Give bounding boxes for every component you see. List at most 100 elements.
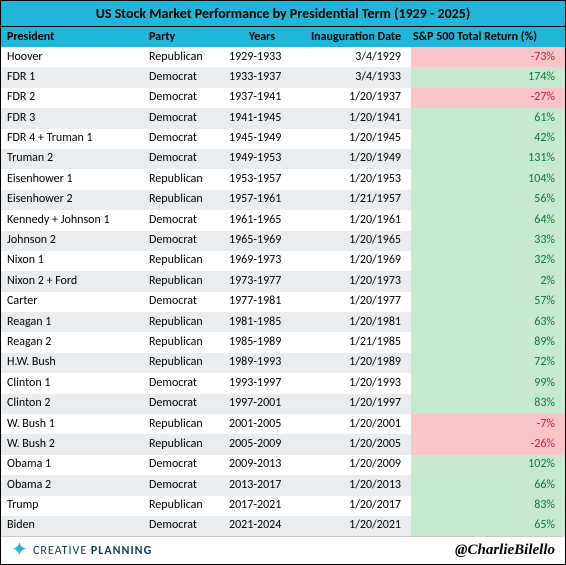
col-president-cell: W. Bush 1 [1, 414, 143, 434]
col-party-cell: Democrat [143, 149, 223, 169]
col-years-cell: 1949-1953 [223, 149, 301, 169]
col-president-cell: Hoover [1, 47, 143, 67]
col-inaug-cell: 1/20/1953 [301, 169, 411, 189]
col-party-cell: Republican [143, 169, 223, 189]
col-party-cell: Democrat [143, 67, 223, 87]
table-row: FDR 2Democrat1937-19411/20/1937-27% [1, 88, 565, 108]
col-years-cell: 1929-1933 [223, 47, 301, 67]
col-years-cell: 1957-1961 [223, 190, 301, 210]
col-party-cell: Republican [143, 353, 223, 373]
table-row: W. Bush 1Republican2001-20051/20/2001-7% [1, 414, 565, 434]
table-row: Clinton 1Democrat1993-19971/20/199399% [1, 373, 565, 393]
table-row: TrumpRepublican2017-20211/20/201783% [1, 496, 565, 516]
col-years-cell: 1985-1989 [223, 332, 301, 352]
col-president-cell: FDR 4 + Truman 1 [1, 129, 143, 149]
col-inaug-cell: 1/20/1945 [301, 129, 411, 149]
performance-table: President Party Years Inauguration Date … [1, 27, 565, 536]
table-row: FDR 1Democrat1933-19373/4/1933174% [1, 67, 565, 87]
table-row: CarterDemocrat1977-19811/20/197757% [1, 292, 565, 312]
col-inaug-cell: 1/20/1965 [301, 231, 411, 251]
brand-logo: ✦ CREATIVE PLANNING [11, 543, 152, 559]
col-return-cell: 66% [411, 475, 565, 495]
col-inaug-cell: 1/20/1989 [301, 353, 411, 373]
col-party-cell: Democrat [143, 373, 223, 393]
table-row: Truman 2Democrat1949-19531/20/1949131% [1, 149, 565, 169]
col-years-cell: 2009-2013 [223, 455, 301, 475]
col-return-cell: 72% [411, 353, 565, 373]
col-inaug-cell: 1/20/1981 [301, 312, 411, 332]
col-inaug-cell: 1/20/2013 [301, 475, 411, 495]
col-president-cell: Truman 2 [1, 149, 143, 169]
col-party-cell: Democrat [143, 231, 223, 251]
col-return: S&P 500 Total Return (%) [411, 27, 565, 47]
col-president-cell: Obama 1 [1, 455, 143, 475]
col-years-cell: 1953-1957 [223, 169, 301, 189]
col-years-cell: 1993-1997 [223, 373, 301, 393]
col-return-cell: 57% [411, 292, 565, 312]
table-row: H.W. BushRepublican1989-19931/20/198972% [1, 353, 565, 373]
col-party-cell: Republican [143, 251, 223, 271]
col-return-cell: 65% [411, 516, 565, 536]
col-inaug-cell: 3/4/1933 [301, 67, 411, 87]
col-inaug-cell: 1/20/2005 [301, 434, 411, 454]
col-inaug-cell: 1/20/2009 [301, 455, 411, 475]
col-years-cell: 1977-1981 [223, 292, 301, 312]
col-return-cell: -27% [411, 88, 565, 108]
table-body: HooverRepublican1929-19333/4/1929-73%FDR… [1, 47, 565, 536]
table-row: Johnson 2Democrat1965-19691/20/196533% [1, 231, 565, 251]
page-title: US Stock Market Performance by President… [1, 1, 565, 27]
table-row: Nixon 1Republican1969-19731/20/196932% [1, 251, 565, 271]
col-president-cell: Johnson 2 [1, 231, 143, 251]
col-inaug-cell: 1/20/1949 [301, 149, 411, 169]
col-years-cell: 1965-1969 [223, 231, 301, 251]
col-return-cell: 131% [411, 149, 565, 169]
col-return-cell: 61% [411, 108, 565, 128]
col-return-cell: 2% [411, 271, 565, 291]
table-row: BidenDemocrat2021-20241/20/202165% [1, 516, 565, 536]
col-president-cell: W. Bush 2 [1, 434, 143, 454]
col-party: Party [143, 27, 223, 47]
col-return-cell: 83% [411, 394, 565, 414]
col-president-cell: Biden [1, 516, 143, 536]
col-party-cell: Republican [143, 190, 223, 210]
col-years-cell: 1945-1949 [223, 129, 301, 149]
col-president-cell: FDR 2 [1, 88, 143, 108]
table-row: HooverRepublican1929-19333/4/1929-73% [1, 47, 565, 67]
col-return-cell: -7% [411, 414, 565, 434]
table-row: Reagan 2Republican1985-19891/21/198589% [1, 332, 565, 352]
col-return-cell: 99% [411, 373, 565, 393]
col-inaug-cell: 1/20/1993 [301, 373, 411, 393]
col-president-cell: Carter [1, 292, 143, 312]
col-president-cell: Reagan 1 [1, 312, 143, 332]
col-inaug-cell: 1/20/2017 [301, 496, 411, 516]
col-president-cell: Reagan 2 [1, 332, 143, 352]
col-party-cell: Democrat [143, 108, 223, 128]
col-president: President [1, 27, 143, 47]
col-party-cell: Democrat [143, 516, 223, 536]
col-president-cell: FDR 1 [1, 67, 143, 87]
col-party-cell: Republican [143, 414, 223, 434]
col-inaug-cell: 1/20/1977 [301, 292, 411, 312]
col-president-cell: Eisenhower 2 [1, 190, 143, 210]
col-return-cell: 56% [411, 190, 565, 210]
col-inauguration: Inauguration Date [301, 27, 411, 47]
table-row: Obama 1Democrat2009-20131/20/2009102% [1, 455, 565, 475]
col-return-cell: 64% [411, 210, 565, 230]
col-party-cell: Republican [143, 271, 223, 291]
footer: ✦ CREATIVE PLANNING @CharlieBilello [1, 536, 565, 564]
col-return-cell: 89% [411, 332, 565, 352]
col-years-cell: 2021-2024 [223, 516, 301, 536]
col-inaug-cell: 1/21/1985 [301, 332, 411, 352]
table-row: FDR 4 + Truman 1Democrat1945-19491/20/19… [1, 129, 565, 149]
col-years-cell: 1981-1985 [223, 312, 301, 332]
col-president-cell: Clinton 2 [1, 394, 143, 414]
table-row: Nixon 2 + FordRepublican1973-19771/20/19… [1, 271, 565, 291]
col-return-cell: 63% [411, 312, 565, 332]
col-inaug-cell: 1/20/1961 [301, 210, 411, 230]
col-inaug-cell: 1/20/1969 [301, 251, 411, 271]
col-years-cell: 1997-2001 [223, 394, 301, 414]
col-years-cell: 1941-1945 [223, 108, 301, 128]
col-return-cell: 104% [411, 169, 565, 189]
table-row: W. Bush 2Republican2005-20091/20/2005-26… [1, 434, 565, 454]
table-row: Kennedy + Johnson 1Democrat1961-19651/20… [1, 210, 565, 230]
